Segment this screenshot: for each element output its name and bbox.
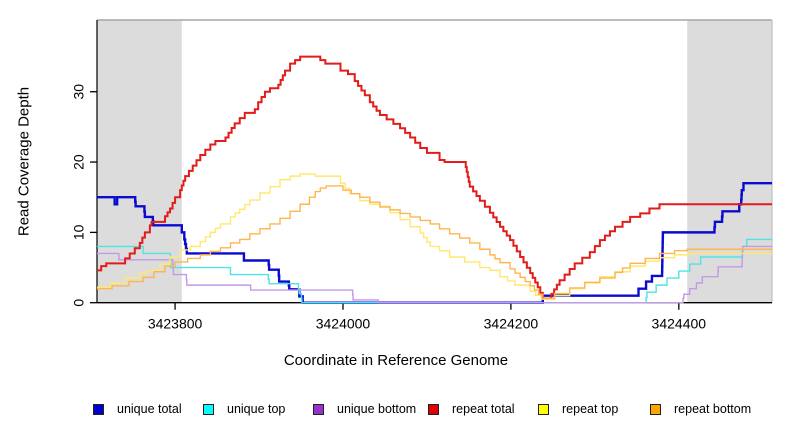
legend-label-unique-top: unique top: [227, 402, 286, 416]
series-line-repeat-total: [97, 55, 772, 300]
legend-swatch-repeat-top: [538, 403, 549, 415]
chart-canvas: 3423800 3424000 3424200 3424400 0 10 20 30: [71, 19, 773, 332]
y-axis-title: Read Coverage Depth: [15, 86, 33, 237]
legend-item-repeat-top: repeat top: [538, 401, 618, 417]
legend-item-unique-top: unique top: [203, 401, 285, 417]
legend-swatch-unique-bottom: [313, 403, 324, 415]
x-tick-label: 3424200: [484, 316, 539, 332]
y-tick-label: 0: [71, 299, 87, 307]
x-tick-label: 3424400: [652, 316, 707, 332]
series-line-unique-top: [97, 238, 772, 304]
legend-label-unique-total: unique total: [117, 402, 182, 416]
y-tick-label: 30: [71, 84, 87, 100]
y-tick-label: 10: [71, 224, 87, 240]
legend-swatch-unique-top: [203, 403, 214, 415]
legend-item-unique-total: unique total: [93, 401, 182, 417]
legend-swatch-repeat-total: [428, 403, 439, 415]
x-axis-title: Coordinate in Reference Genome: [283, 352, 509, 369]
legend-swatch-unique-total: [93, 403, 104, 415]
legend-label-repeat-top: repeat top: [562, 402, 619, 416]
legend-item-unique-bottom: unique bottom: [313, 401, 416, 417]
legend-label-repeat-total: repeat total: [452, 402, 515, 416]
shaded-region-left: [97, 20, 182, 303]
x-tick-label: 3423800: [148, 316, 203, 332]
y-tick-label: 20: [71, 154, 87, 170]
legend-label-unique-bottom: unique bottom: [337, 402, 417, 416]
legend-item-repeat-bottom: repeat bottom: [650, 401, 751, 417]
series-line-unique-bottom: [97, 245, 772, 304]
legend-label-repeat-bottom: repeat bottom: [674, 402, 752, 416]
series-line-repeat-top: [97, 173, 772, 300]
legend-item-repeat-total: repeat total: [428, 401, 515, 417]
series-line-repeat-bottom: [97, 185, 772, 300]
legend-swatch-repeat-bottom: [650, 403, 661, 415]
shaded-region-right: [687, 20, 772, 303]
x-tick-label: 3424000: [316, 316, 371, 332]
